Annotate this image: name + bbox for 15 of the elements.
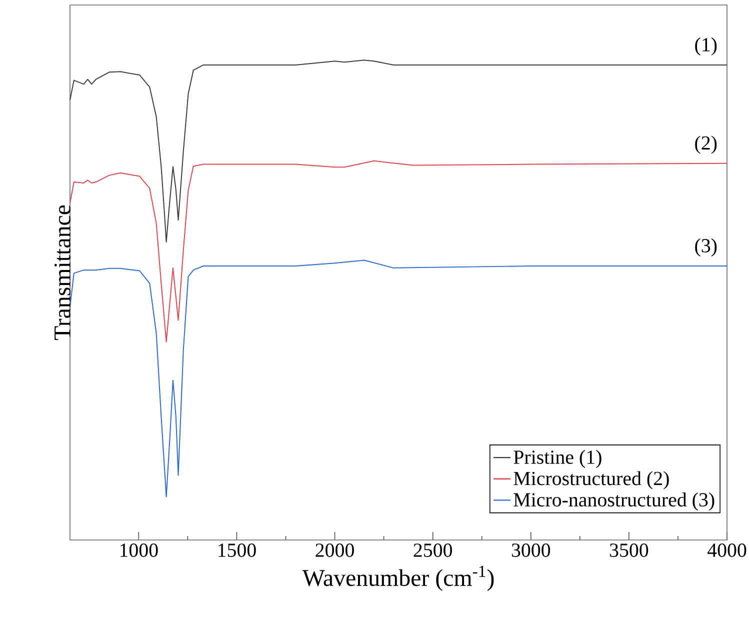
- x-tick-label: 4000: [707, 544, 746, 557]
- annotation: (3): [695, 238, 717, 256]
- x-tick-label: 3000: [512, 544, 550, 557]
- legend-label: Micro-nanostructured (3): [514, 492, 714, 511]
- legend-label: Pristine (1): [514, 450, 602, 468]
- legend-label: Microstructured (2): [514, 471, 669, 490]
- y-axis-title: Transmittance: [54, 205, 70, 340]
- x-tick-label: 3500: [610, 544, 648, 557]
- x-tick-label: 2500: [414, 544, 452, 557]
- text: (1): [695, 37, 717, 56]
- x-tick-label: 1500: [218, 544, 256, 557]
- x-axis-title: Wavenumber (cm$^{-1}$): [302, 566, 494, 591]
- x-tick-label: 2000: [316, 544, 354, 557]
- x-tick-label: 1000: [120, 544, 158, 557]
- annotation: (2): [695, 136, 717, 154]
